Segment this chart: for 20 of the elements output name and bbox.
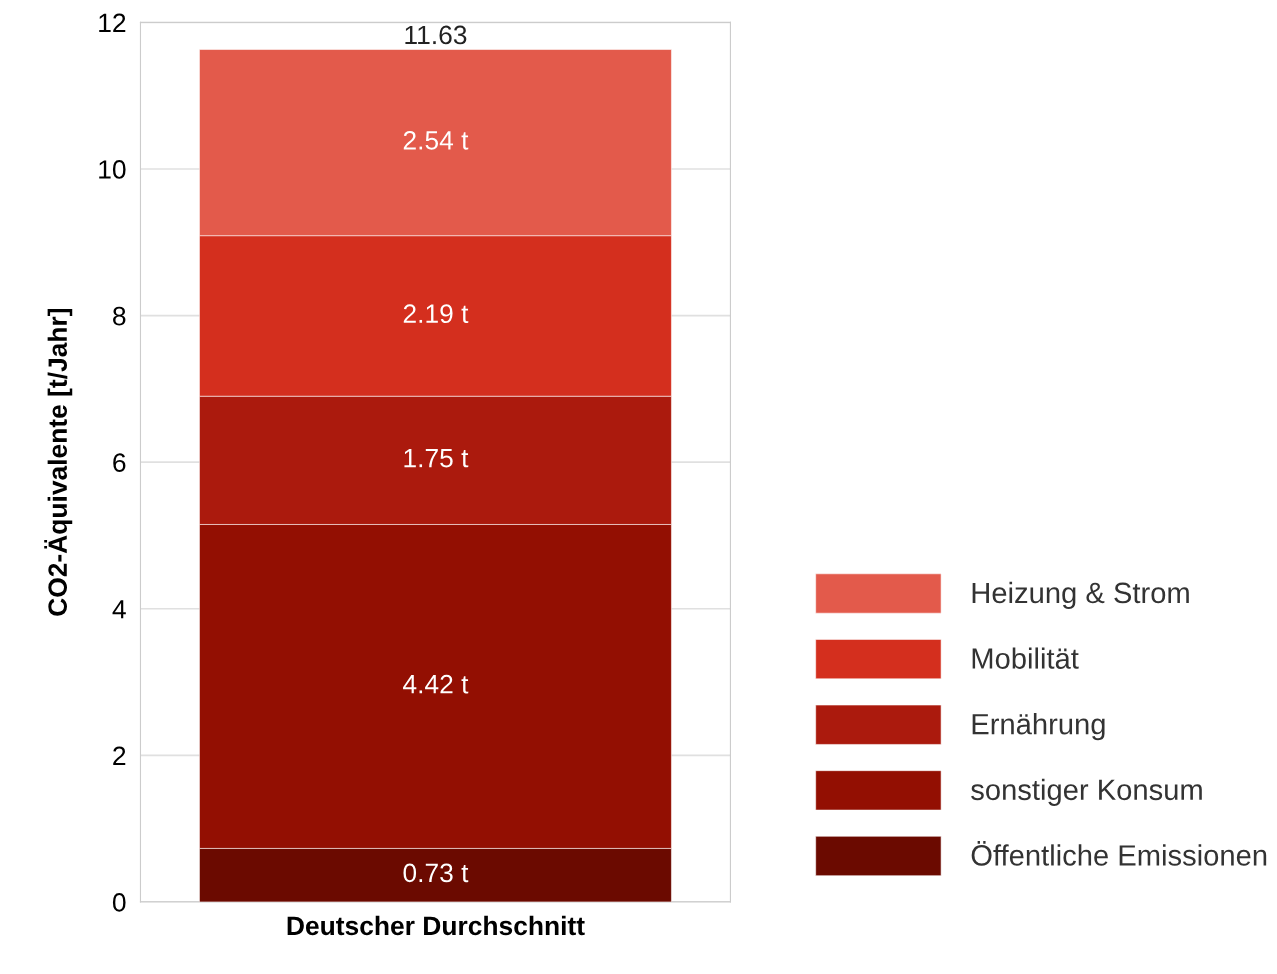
data-label: 0.73 t — [403, 863, 469, 883]
y-axis-title: CO2-Äquivalente [t/Jahr] — [44, 308, 73, 616]
y-tick-label: 0 — [112, 893, 126, 912]
legend-label: sonstiger Konsum — [971, 778, 1202, 806]
data-label: 1.75 t — [404, 449, 469, 468]
y-tick-label: 6 — [113, 453, 126, 472]
y-tick-label: 2 — [113, 746, 126, 765]
y-tick-label: 10 — [99, 160, 126, 179]
data-label: 2.54 t — [403, 131, 469, 150]
legend-label: Heizung & Strom — [972, 581, 1189, 610]
y-tick-label: 8 — [113, 306, 126, 326]
legend-label: Öffentliche Emissionen — [971, 841, 1267, 866]
legend-label: Mobilität — [972, 647, 1079, 669]
data-label: 2.19 t — [403, 304, 469, 324]
legend-label: Ernährung — [972, 713, 1105, 741]
x-tick-label: Deutscher Durchschnitt — [287, 915, 585, 936]
data-label: 4.42 t — [403, 674, 469, 694]
y-tick-label: 4 — [112, 600, 126, 619]
total-label: 11.63 — [405, 25, 467, 45]
y-tick-label: 12 — [99, 13, 126, 32]
